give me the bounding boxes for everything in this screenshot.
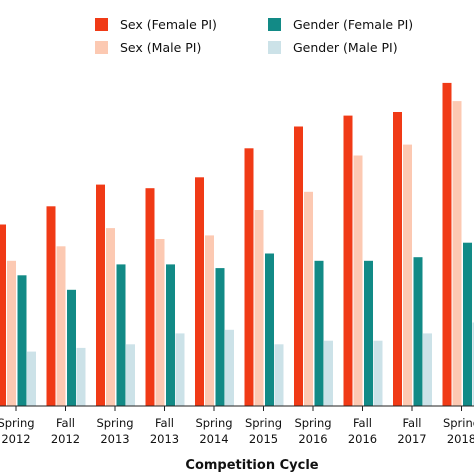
bar-series0-cat2 [96,184,105,406]
x-axis-ticks: Spring 2012 Fall 2012 Spring 2013 Fall 2013 Spri… [0,406,474,446]
bar-series3-cat3 [175,333,185,406]
x-tick-label-6-1: 2016 [298,432,327,446]
x-tick-label-5-1: 2015 [249,432,278,446]
bar-series0-cat5 [244,148,254,407]
x-tick-label-7-1: 2016 [348,432,377,446]
chart-legend: Sex (Female PI) Sex (Male PI) Gender (Fema… [95,17,413,55]
legend-label-2: Gender (Female PI) [293,17,413,32]
legend-swatch-3 [268,41,281,54]
bar-series0-cat9 [442,82,452,407]
bar-series1-cat3 [155,239,165,406]
bar-series0-cat3 [145,188,155,406]
bar-series0-cat4 [195,177,204,406]
x-tick-label-3-0: Fall [155,416,174,430]
bar-series2-cat2 [116,264,126,406]
x-tick-label-9-0: Spring [443,416,474,430]
bar-series2-cat6 [314,260,324,406]
bar-series0-cat8 [393,112,402,406]
bar-series3-cat8 [423,333,432,406]
bar-series1-cat1 [56,246,66,406]
legend-swatch-2 [268,18,281,31]
legend-label-1: Sex (Male PI) [120,40,201,55]
legend-label-3: Gender (Male PI) [293,40,398,55]
bar-series2-cat3 [166,264,175,406]
bar-series1-cat6 [304,191,313,406]
bar-series0-cat6 [294,126,303,406]
bar-series2-cat5 [265,253,274,406]
bar-series1-cat7 [353,155,363,406]
bar-series3-cat9 [472,322,474,406]
x-tick-label-7-0: Fall [353,416,372,430]
x-tick-label-4-1: 2014 [199,432,228,446]
x-tick-label-8-0: Fall [403,416,422,430]
bar-series2-cat8 [413,257,423,406]
bar-series3-cat5 [274,344,284,406]
bar-series1-cat4 [205,235,214,406]
bar-series2-cat0 [17,275,27,406]
bar-series3-cat1 [76,347,86,406]
bar-series0-cat1 [46,206,56,406]
bar-series2-cat9 [463,242,472,406]
x-tick-label-3-1: 2013 [150,432,179,446]
legend-swatch-1 [95,41,108,54]
x-tick-label-2-0: Spring [96,416,133,430]
bar-series0-cat0 [0,224,6,406]
x-tick-label-6-0: Spring [294,416,331,430]
x-tick-label-9-1: 2018 [447,432,474,446]
bar-series3-cat7 [373,340,383,406]
bar-series0-cat7 [343,115,353,406]
bar-series3-cat6 [324,340,333,406]
bar-series2-cat7 [364,260,373,406]
x-axis-title: Competition Cycle [185,458,318,473]
bar-series1-cat8 [403,144,412,406]
x-tick-label-1-1: 2012 [51,432,80,446]
x-tick-label-0-0: Spring [0,416,35,430]
bar-area [0,82,474,407]
x-tick-label-4-0: Spring [195,416,232,430]
x-tick-label-1-0: Fall [56,416,75,430]
bar-series3-cat4 [225,329,234,406]
bar-series1-cat5 [254,210,264,406]
x-tick-label-2-1: 2013 [100,432,129,446]
legend-swatch-0 [95,18,108,31]
x-tick-label-8-1: 2017 [397,432,426,446]
bar-series1-cat0 [7,260,16,406]
bar-series1-cat2 [106,228,115,406]
x-tick-label-0-1: 2012 [1,432,30,446]
legend-label-0: Sex (Female PI) [120,17,217,32]
bar-series2-cat1 [67,289,76,406]
bar-series2-cat4 [215,268,225,406]
x-tick-label-5-0: Spring [245,416,282,430]
bar-series3-cat2 [126,344,135,406]
bar-series3-cat0 [27,351,36,406]
bar-series1-cat9 [452,101,462,406]
